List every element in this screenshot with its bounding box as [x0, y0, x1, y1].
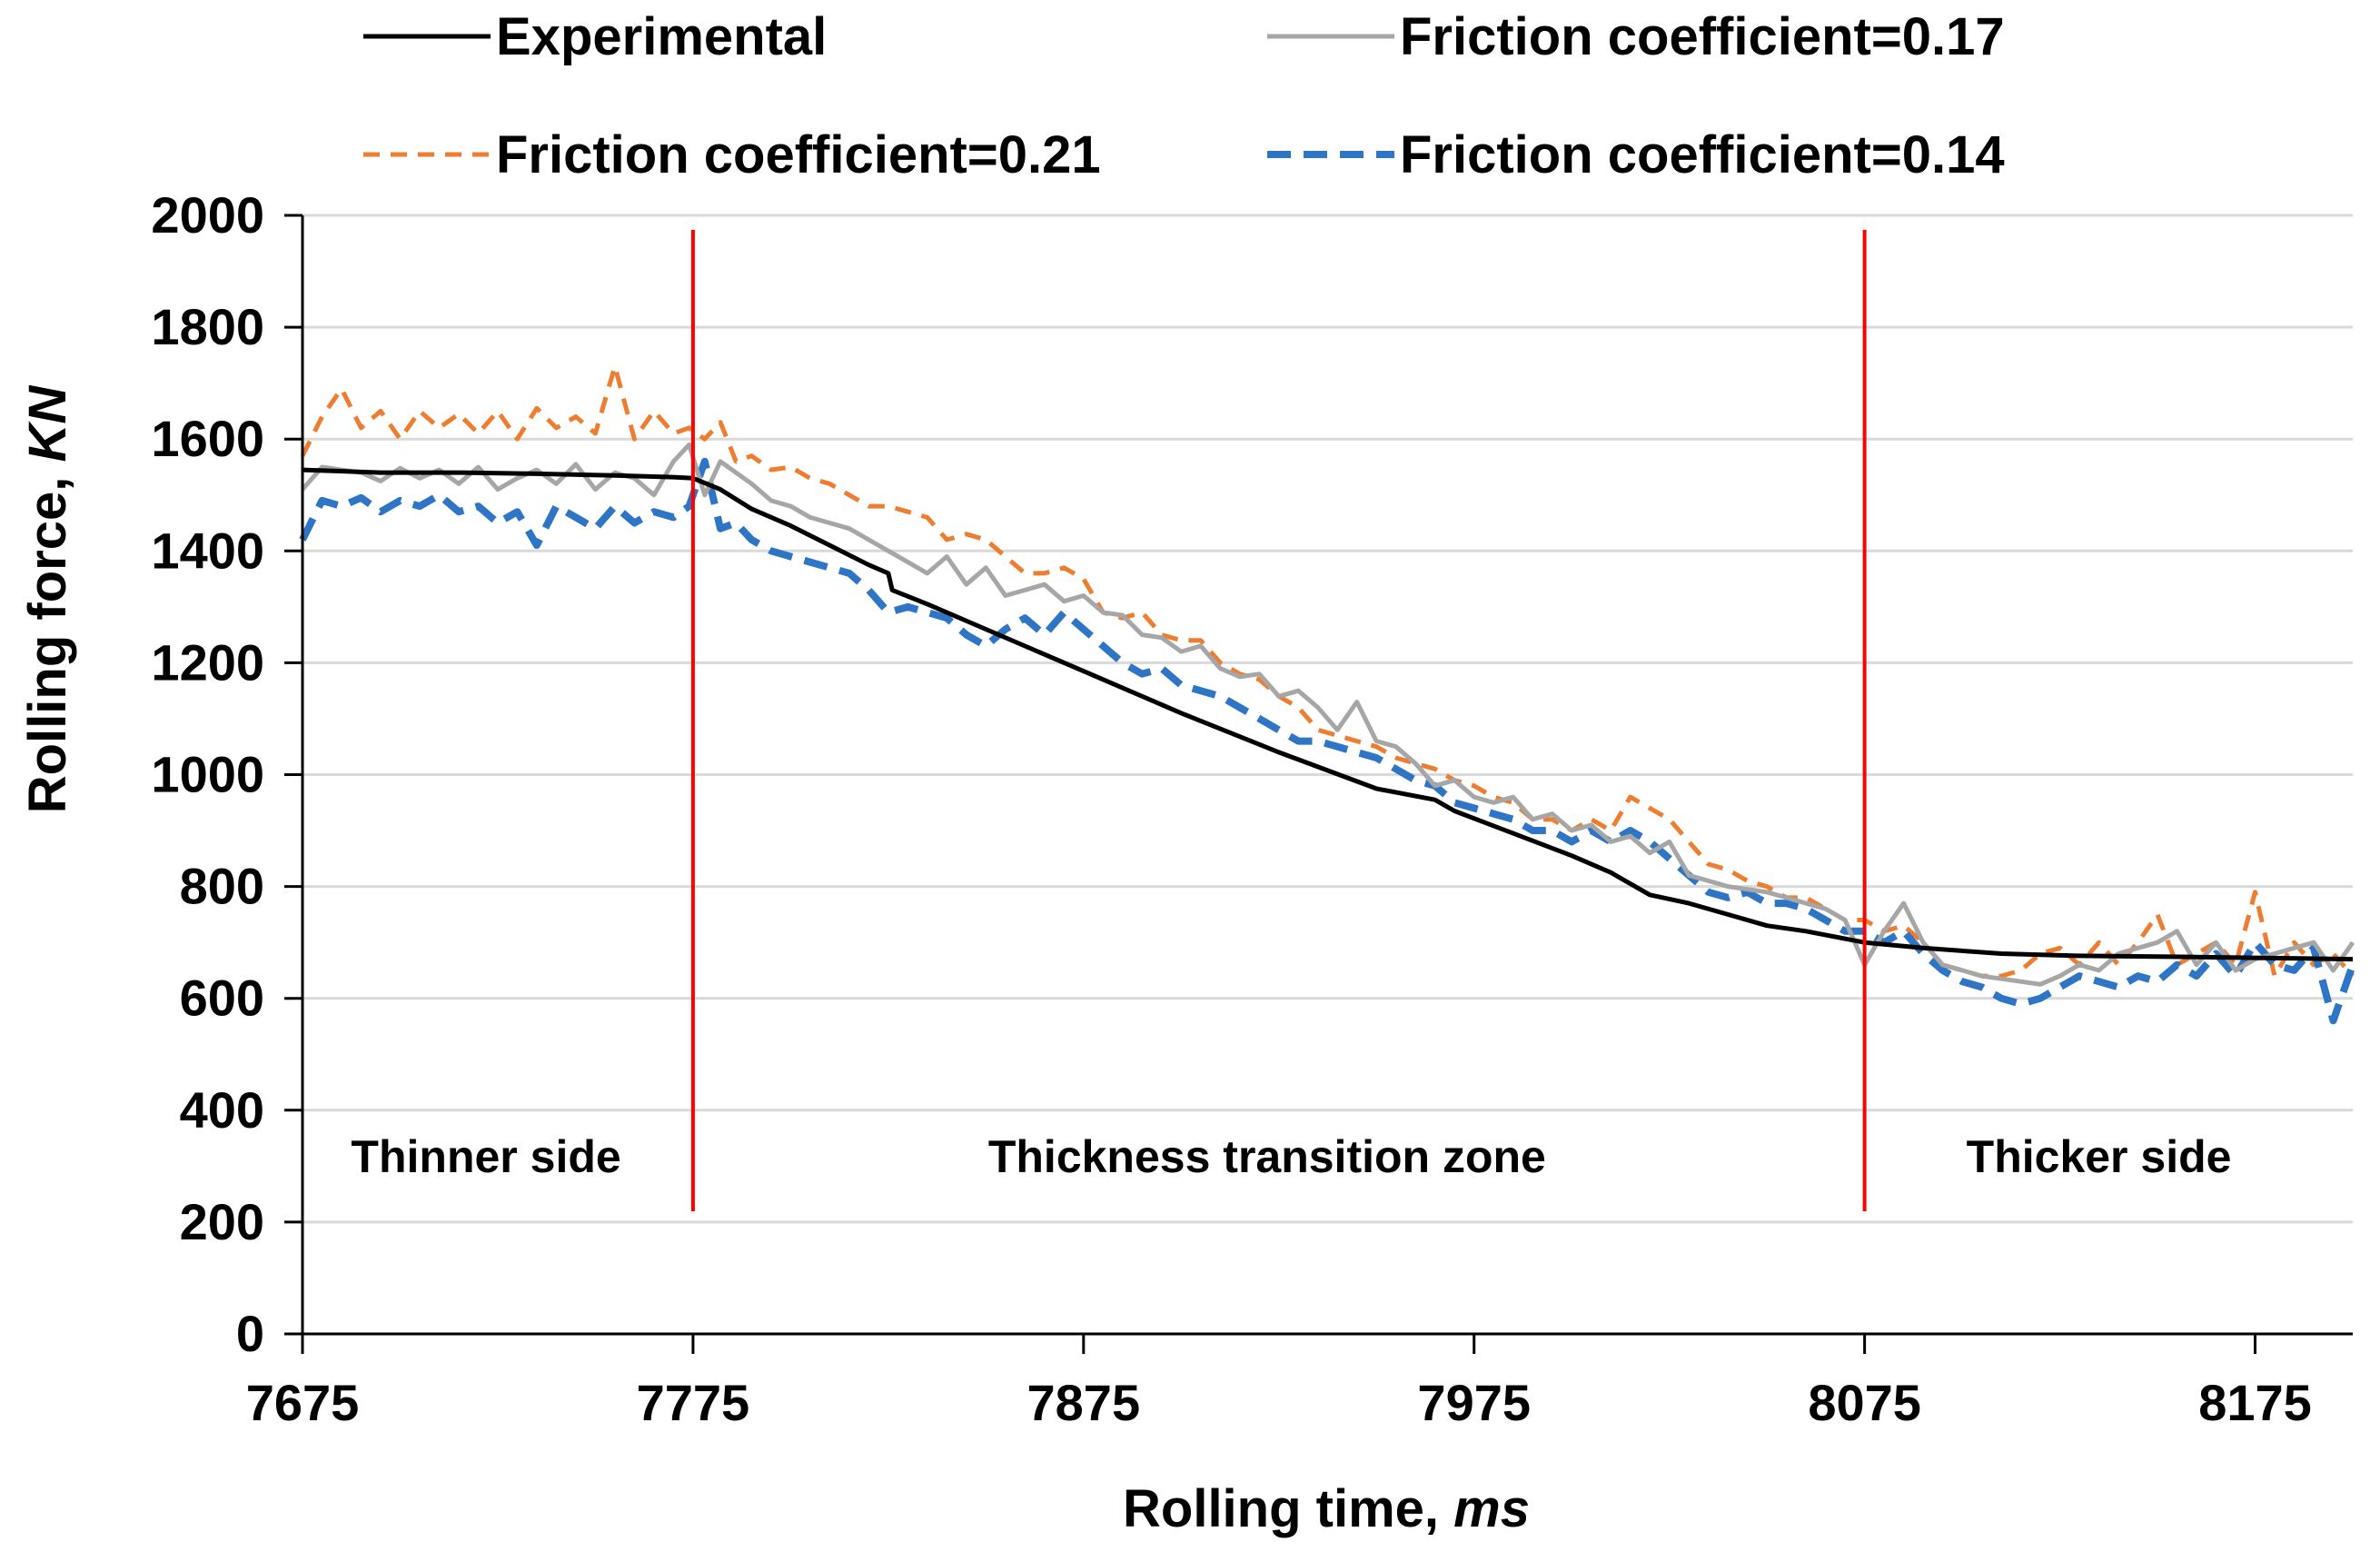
- x-tick-label-8175: 8175: [2198, 1374, 2312, 1431]
- y-tick-label-600: 600: [180, 970, 264, 1027]
- y-tick-label-200: 200: [180, 1193, 264, 1250]
- x-tick-label-7775: 7775: [637, 1374, 750, 1431]
- zone-label-1: Thickness transition zone: [988, 1131, 1546, 1182]
- y-tick-label-800: 800: [180, 858, 264, 915]
- legend: Experimental Friction coefficient=0.17 Fri…: [363, 7, 2005, 184]
- x-axis-title: Rolling time, ms: [1123, 1479, 1530, 1538]
- y-tick-label-1400: 1400: [151, 522, 264, 579]
- y-tick-label-1800: 1800: [151, 298, 264, 355]
- plot-series: [299, 363, 2356, 1025]
- y-tick-label-1200: 1200: [151, 633, 264, 691]
- y-tick-label-1000: 1000: [151, 746, 264, 803]
- legend-label-3: Friction coefficient=0.14: [1400, 125, 2005, 184]
- y-tick-label-2000: 2000: [151, 186, 264, 244]
- x-tick-label-8075: 8075: [1808, 1374, 1921, 1431]
- y-tick-label-400: 400: [180, 1081, 264, 1139]
- gridlines: [302, 214, 2353, 1224]
- x-tick-label-7875: 7875: [1027, 1374, 1141, 1431]
- y-axis-title-main: Rolling force,: [18, 463, 77, 814]
- series-line-2: [300, 363, 2355, 979]
- x-tick-label-7675: 7675: [246, 1374, 360, 1431]
- zone-label-0: Thinner side: [351, 1131, 620, 1182]
- series-line-3: [299, 457, 2356, 1025]
- y-tick-label-1600: 1600: [151, 410, 264, 467]
- x-axis-title-unit: ms: [1453, 1479, 1530, 1538]
- y-axis-title: Rolling force, KN: [18, 385, 77, 814]
- legend-label-2: Friction coefficient=0.21: [496, 125, 1101, 184]
- x-axis-tick-labels: 7675 7775 7875 7975 8075 8175: [246, 1334, 2312, 1431]
- region-markers: [690, 230, 1867, 1211]
- series-line-1: [301, 442, 2355, 987]
- zone-labels: Thinner side Thickness transition zone Thi…: [351, 1131, 2231, 1182]
- y-axis-title-unit: KN: [18, 385, 77, 463]
- legend-label-1: Friction coefficient=0.17: [1400, 7, 2005, 66]
- legend-label-0: Experimental: [496, 7, 827, 66]
- x-tick-label-7975: 7975: [1417, 1374, 1531, 1431]
- y-tick-label-0: 0: [236, 1305, 264, 1362]
- y-axis-tick-labels: 0 200 400 600 800 1000 1200 1400 1600 1800 2000: [151, 186, 302, 1362]
- series-line-0: [302, 467, 2354, 962]
- x-axis-title-main: Rolling time,: [1123, 1479, 1453, 1538]
- zone-label-2: Thicker side: [1967, 1131, 2232, 1182]
